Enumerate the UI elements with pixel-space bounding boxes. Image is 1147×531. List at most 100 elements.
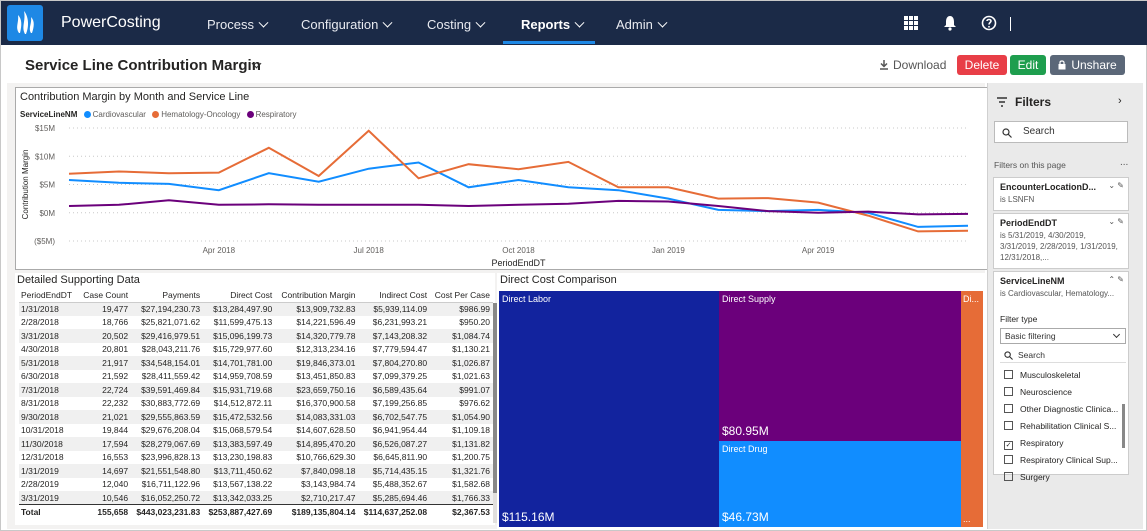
table-scrollbar-thumb[interactable]: [493, 303, 499, 493]
column-header[interactable]: Contribution Margin: [275, 289, 359, 303]
table-row[interactable]: 1/31/2019 14,697 $21,551,548.80 $13,711,450…: [19, 464, 493, 478]
bell-icon[interactable]: [942, 15, 958, 31]
x-tick-label: Jan 2019: [652, 246, 685, 255]
column-header[interactable]: Indirect Cost: [358, 289, 431, 303]
table-cell: $1,321.76: [430, 464, 493, 478]
treemap-tile-direct-labor[interactable]: Direct Labor $115.16M: [499, 291, 719, 527]
treemap-tile-other[interactable]: Di... ...: [961, 291, 983, 527]
table-row[interactable]: 3/31/2018 20,502 $29,416,979.51 $15,096,199…: [19, 329, 493, 343]
filter-card-actions[interactable]: ⌄ ✎: [1108, 217, 1124, 226]
table-cell: $13,451,850.83: [296, 371, 356, 382]
table-row[interactable]: 6/30/2018 21,592 $28,411,559.42 $14,959,708…: [19, 370, 493, 384]
table-row[interactable]: 4/30/2018 20,801 $28,043,211.76 $15,729,977…: [19, 343, 493, 357]
filter-list-item[interactable]: Neuroscience: [1004, 387, 1122, 397]
table-row[interactable]: 2/28/2019 12,040 $16,711,122.96 $13,567,138…: [19, 478, 493, 492]
table-row[interactable]: 11/30/2018 17,594 $28,279,067.69 $13,383,59…: [19, 437, 493, 451]
report-title[interactable]: Service Line Contribution Margin: [25, 57, 261, 74]
table-cell: 1/31/2018: [19, 302, 80, 316]
table-row[interactable]: 7/31/2018 22,724 $39,591,469.84 $15,931,719…: [19, 383, 493, 397]
filter-card-actions[interactable]: ⌃ ✎: [1108, 275, 1124, 284]
line-chart-visual[interactable]: $15M $10M $5M $0M ($5M) Apr 2018 Jul 2018 Oct 2…: [15, 87, 991, 270]
x-tick-label: Apr 2019: [802, 246, 835, 255]
checkbox[interactable]: [1004, 472, 1013, 481]
series-line-respiratory[interactable]: [68, 199, 969, 216]
table-row[interactable]: 2/28/2018 18,766 $25,821,071.62 $11,599,475…: [19, 316, 493, 330]
apps-grid-icon[interactable]: [903, 15, 919, 31]
more-options-icon[interactable]: ...: [1120, 157, 1129, 168]
download-button[interactable]: Download: [879, 58, 946, 72]
column-header[interactable]: PeriodEndDT: [19, 289, 80, 303]
filter-card-period-end[interactable]: PeriodEndDT ⌄ ✎ is 5/31/2019, 4/30/2019,…: [993, 213, 1129, 269]
logo-flame-icon[interactable]: [7, 5, 43, 41]
nav-reports[interactable]: Reports: [521, 17, 585, 32]
filter-card-service-line[interactable]: ServiceLineNM ⌃ ✎ is Cardiovascular, Hem…: [993, 271, 1129, 482]
nav-configuration[interactable]: Configuration: [301, 17, 393, 32]
checkbox[interactable]: [1004, 455, 1013, 464]
filter-list-item[interactable]: Rehabilitation Clinical S...: [1004, 421, 1122, 431]
table-row[interactable]: 12/31/2018 16,553 $23,996,828.13 $13,230,19…: [19, 451, 493, 465]
column-header[interactable]: Direct Cost: [203, 289, 276, 303]
edit-button[interactable]: Edit: [1010, 55, 1046, 75]
checkbox[interactable]: [1004, 421, 1013, 430]
legend-item[interactable]: Hematology-Oncology: [161, 110, 241, 119]
treemap-tile-direct-drug[interactable]: Direct Drug $46.73M: [719, 441, 961, 527]
table-cell: $13,383,597.49: [203, 437, 276, 451]
chevron-down-icon: [382, 17, 393, 28]
table-cell: 19,477: [79, 302, 132, 316]
column-header[interactable]: Case Count: [79, 289, 132, 303]
checkbox[interactable]: [1004, 387, 1013, 396]
filter-card-actions[interactable]: ⌄ ✎: [1108, 181, 1124, 190]
column-header[interactable]: Cost Per Case: [430, 289, 493, 303]
filter-card-encounter-location[interactable]: EncounterLocationD... ⌄ ✎ is LSNFN: [993, 177, 1129, 211]
table-visual[interactable]: Detailed Supporting Data PeriodEndDT Cas…: [15, 273, 499, 525]
table-cell: $15,096,199.73: [203, 329, 276, 343]
checkbox[interactable]: [1004, 404, 1013, 413]
delete-button[interactable]: Delete: [957, 55, 1007, 75]
series-line-cardiovascular[interactable]: [68, 161, 969, 228]
table-row[interactable]: 9/30/2018 21,021 $29,555,863.59 $15,472,532…: [19, 410, 493, 424]
filter-list-search[interactable]: Search: [1000, 348, 1126, 363]
table-row[interactable]: 3/31/2019 10,546 $16,052,250.72 $13,342,033…: [19, 491, 493, 505]
filter-list-item[interactable]: Respiratory Clinical Sup...: [1004, 455, 1122, 465]
lock-icon: [1058, 60, 1066, 70]
nav-process[interactable]: Process: [207, 17, 269, 32]
filter-list-scrollbar[interactable]: [1122, 404, 1125, 448]
collapse-pane-icon[interactable]: ›: [1118, 95, 1122, 107]
table-row[interactable]: 10/31/2018 19,844 $29,676,208.04 $15,068,57…: [19, 424, 493, 438]
x-tick-label: Jul 2018: [354, 246, 385, 255]
checkbox[interactable]: [1004, 370, 1013, 379]
legend-item[interactable]: Respiratory: [255, 110, 297, 119]
treemap-visual[interactable]: Direct Cost Comparison Direct Labor $115…: [497, 273, 985, 529]
filter-list-item[interactable]: Surgery: [1004, 472, 1122, 482]
nav-costing[interactable]: Costing: [427, 17, 486, 32]
brand-name[interactable]: PowerCosting: [61, 14, 161, 31]
filter-type-select[interactable]: Basic filtering: [1000, 328, 1126, 344]
table-cell: $7,099,379.25: [372, 371, 428, 382]
help-icon[interactable]: [981, 15, 997, 31]
table-cell: $13,284,497.90: [203, 302, 276, 316]
legend-item[interactable]: Cardiovascular: [92, 110, 146, 119]
table-cell: 18,766: [102, 317, 129, 328]
checkbox-checked[interactable]: ✓: [1004, 441, 1013, 450]
column-header[interactable]: Payments: [131, 289, 204, 303]
table-cell: 8/31/2018: [21, 398, 59, 409]
table-total-cell: $253,887,427.69: [203, 504, 276, 518]
unshare-button[interactable]: Unshare: [1050, 55, 1125, 75]
nav-admin[interactable]: Admin: [616, 17, 668, 32]
table-row[interactable]: 1/31/2018 19,477 $27,194,230.73 $13,284,497…: [19, 302, 493, 316]
tile-value: $115.16M: [502, 510, 555, 524]
table-cell: $29,676,208.04: [141, 425, 201, 436]
filter-list-item[interactable]: Other Diagnostic Clinica...: [1004, 404, 1122, 414]
filter-list-item[interactable]: ✓ Respiratory: [1004, 438, 1122, 450]
filter-list-item[interactable]: Musculoskeletal: [1004, 370, 1122, 380]
legend-dot: [152, 111, 160, 118]
table-cell: 22,232: [102, 398, 129, 409]
series-line-hematology-oncology[interactable]: [68, 129, 969, 233]
table-cell: 11/30/2018: [19, 437, 80, 451]
search-icon: [1002, 128, 1012, 138]
treemap-tile-direct-supply[interactable]: Direct Supply $80.95M: [719, 291, 961, 441]
table-row[interactable]: 8/31/2018 22,232 $30,883,772.69 $14,512,872…: [19, 397, 493, 411]
download-label: Download: [893, 58, 947, 72]
filter-search-input[interactable]: Search: [994, 121, 1128, 143]
table-row[interactable]: 5/31/2018 21,917 $34,548,154.01 $14,701,781…: [19, 356, 493, 370]
